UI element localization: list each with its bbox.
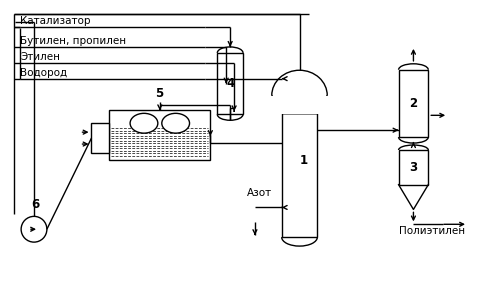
Bar <box>271 95 328 114</box>
Text: 3: 3 <box>410 161 417 174</box>
Bar <box>91 123 109 153</box>
Text: Полиэтилен: Полиэтилен <box>399 226 465 236</box>
Text: 1: 1 <box>299 154 308 167</box>
Text: Азот: Азот <box>247 187 272 198</box>
Bar <box>399 150 428 185</box>
Ellipse shape <box>130 113 158 133</box>
Bar <box>217 53 243 114</box>
Bar <box>282 113 317 237</box>
Bar <box>399 70 428 137</box>
Text: Катализатор: Катализатор <box>20 16 90 26</box>
Text: Бутилен, пропилен: Бутилен, пропилен <box>20 36 126 46</box>
Text: 5: 5 <box>155 87 163 100</box>
Ellipse shape <box>162 113 190 133</box>
Text: Водород: Водород <box>20 68 67 78</box>
Text: Этилен: Этилен <box>20 52 60 62</box>
Text: 2: 2 <box>410 97 417 110</box>
Text: 4: 4 <box>226 77 234 90</box>
Bar <box>109 110 210 160</box>
Text: 6: 6 <box>31 198 39 211</box>
